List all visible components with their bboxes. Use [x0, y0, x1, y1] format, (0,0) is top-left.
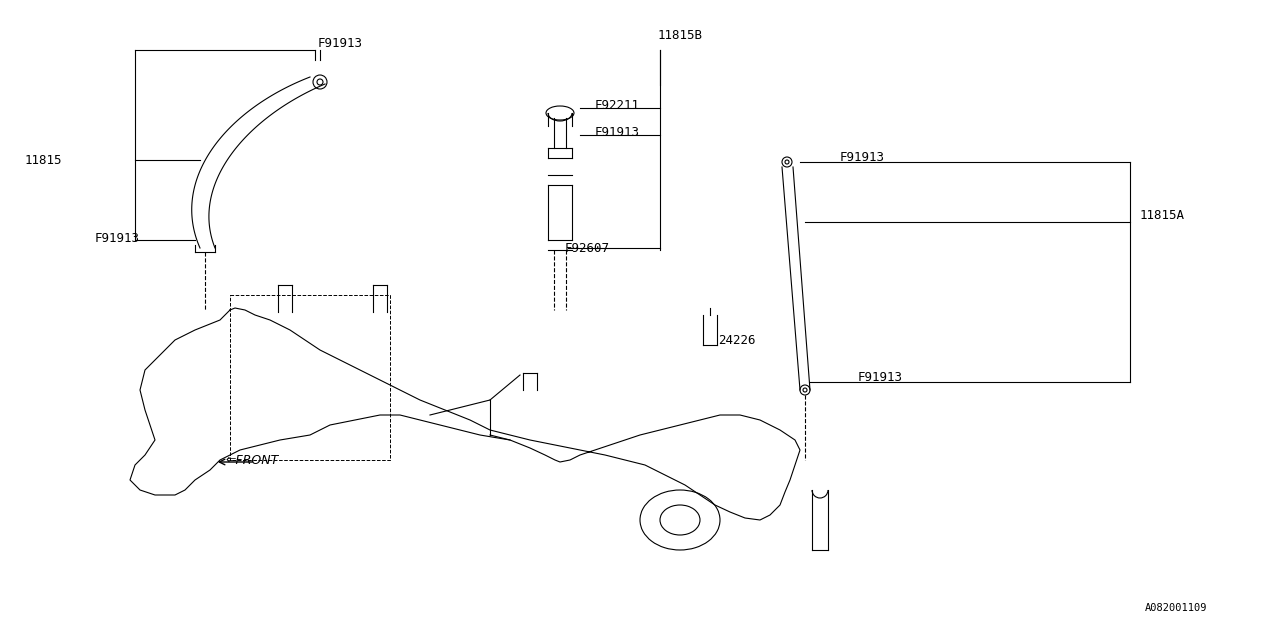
Text: F91913: F91913: [840, 150, 884, 163]
Text: F92607: F92607: [564, 241, 611, 255]
Text: 11815B: 11815B: [658, 29, 703, 42]
Text: F91913: F91913: [95, 232, 140, 244]
Text: F92211: F92211: [595, 99, 640, 111]
Text: F91913: F91913: [595, 125, 640, 138]
Text: 11815: 11815: [26, 154, 63, 166]
Text: F91913: F91913: [858, 371, 902, 383]
Text: 24226: 24226: [718, 333, 755, 346]
Text: A082001109: A082001109: [1146, 603, 1207, 613]
Text: F91913: F91913: [317, 36, 364, 49]
Text: ⇐FRONT: ⇐FRONT: [225, 454, 278, 467]
Text: 11815A: 11815A: [1140, 209, 1185, 221]
